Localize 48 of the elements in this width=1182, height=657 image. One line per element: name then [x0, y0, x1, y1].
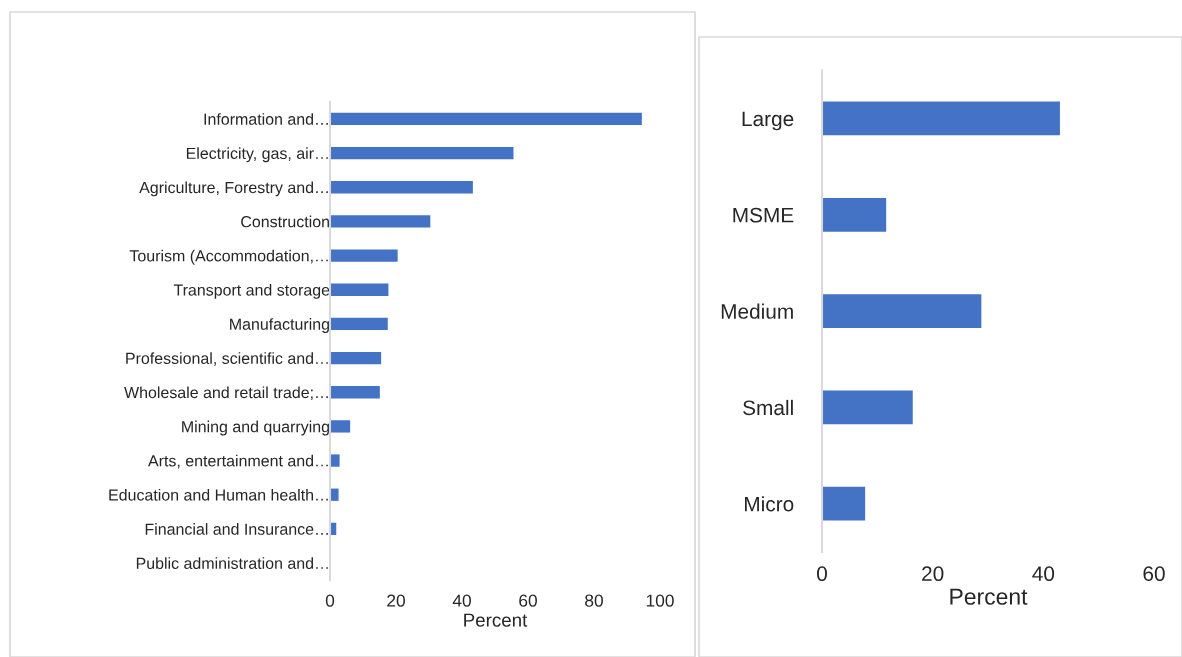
y-tick-label: Transport and storage [173, 283, 330, 299]
bar [330, 386, 380, 399]
y-tick-label: Tourism (Accommodation,… [129, 249, 328, 265]
bar [330, 283, 389, 296]
x-tick-label: 20 [922, 566, 944, 582]
y-tick-label: Medium [721, 303, 793, 319]
y-tick-label: Financial and Insurance… [145, 523, 328, 535]
x-tick-label: 60 [1143, 566, 1165, 582]
y-tick-label: Small [743, 399, 793, 416]
x-axis-title: Percent [950, 588, 1028, 605]
y-tick-label: Education and Human health… [109, 488, 328, 501]
y-tick-label: Public administration and… [136, 557, 328, 569]
bar [330, 181, 473, 194]
x-tick-label: 0 [817, 566, 827, 582]
x-tick-label: 40 [452, 594, 471, 607]
y-tick-label: Manufacturing [230, 318, 329, 333]
bar [330, 317, 388, 331]
y-tick-label: Mining and quarrying [182, 420, 329, 436]
bar [822, 390, 913, 425]
bar [330, 351, 382, 365]
bar [330, 420, 351, 433]
x-tick-label: 20 [387, 594, 405, 607]
bar [822, 294, 982, 328]
bar [330, 146, 514, 160]
bar [822, 101, 1060, 136]
bar [330, 112, 642, 126]
y-tick-label: Large [742, 111, 794, 131]
x-tick-label: 40 [1032, 566, 1055, 582]
y-tick-label: Information and… [204, 113, 328, 125]
y-tick-label: Electricity, gas, air… [186, 147, 328, 163]
bar [330, 249, 398, 262]
y-tick-label: Professional, scientific and… [126, 352, 328, 366]
y-tick-label: Micro [745, 496, 794, 512]
bar [330, 215, 431, 228]
y-tick-label: Wholesale and retail trade;… [124, 386, 328, 401]
bar [822, 486, 866, 521]
x-tick-label: 60 [519, 594, 537, 607]
y-tick-label: Arts, entertainment and… [148, 454, 328, 469]
bar [822, 197, 887, 232]
y-tick-label: MSME [733, 207, 794, 223]
y-tick-label: Agriculture, Forestry and… [139, 181, 328, 197]
x-tick-label: 0 [325, 594, 335, 607]
x-axis-title: Percent [464, 613, 528, 627]
bar [330, 454, 340, 467]
bar [330, 488, 339, 501]
y-tick-label: Construction [241, 215, 329, 228]
x-tick-label: 100 [646, 594, 674, 607]
x-tick-label: 80 [585, 594, 603, 607]
